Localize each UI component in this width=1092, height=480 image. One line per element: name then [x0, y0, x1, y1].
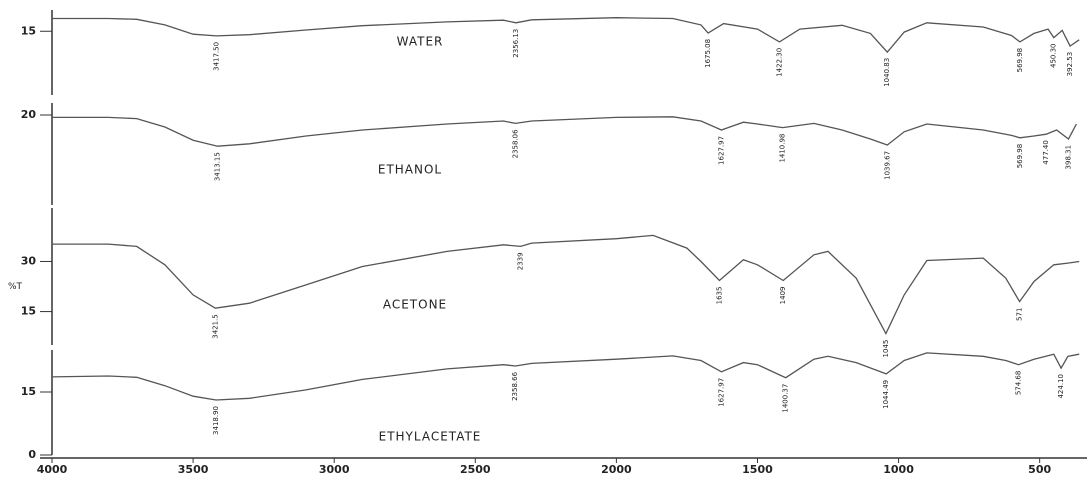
- peak-label: 1045: [882, 340, 890, 358]
- x-tick-label: 3500: [178, 463, 209, 476]
- x-tick-label: 3000: [319, 463, 350, 476]
- y-tick-label: 30: [21, 254, 37, 267]
- peak-label: 569.98: [1016, 144, 1024, 169]
- y-tick-label: 15: [21, 305, 36, 318]
- peak-label: 571: [1016, 308, 1024, 321]
- x-tick-label: 500: [1028, 463, 1051, 476]
- y-tick-label: 15: [21, 24, 36, 37]
- peak-label: 477.40: [1042, 140, 1050, 165]
- peak-label: 3421.5: [211, 314, 219, 339]
- peak-label: 1422.30: [775, 48, 783, 77]
- peak-label: 569.98: [1016, 48, 1024, 72]
- peak-label: 1044.49: [882, 380, 890, 409]
- x-tick-label: 2000: [601, 463, 632, 476]
- y-axis-label: %T: [8, 282, 23, 292]
- peak-label: 424.10: [1057, 374, 1065, 399]
- peak-label: 2358.66: [511, 371, 519, 400]
- spectrum-title: ACETONE: [383, 298, 447, 312]
- peak-label: 1040.83: [883, 58, 891, 87]
- peak-label: 398.31: [1064, 145, 1072, 170]
- peak-label: 1039.67: [883, 151, 891, 180]
- peak-label: 2358.06: [511, 129, 519, 158]
- peak-label: 3413.15: [214, 152, 222, 181]
- peak-label: 1627.97: [717, 136, 725, 165]
- peak-label: 450.30: [1050, 43, 1058, 67]
- peak-label: 1409: [779, 287, 787, 305]
- peak-label: 3418.90: [212, 406, 220, 435]
- spectrum-line: [52, 116, 1077, 147]
- peak-label: 2356.13: [512, 29, 520, 58]
- spectrum-line: [51, 352, 1080, 401]
- peak-label: 1627.97: [717, 378, 725, 407]
- y-tick-label: 20: [21, 108, 37, 121]
- x-tick-label: 2500: [460, 463, 491, 476]
- y-tick-label: 15: [21, 385, 36, 398]
- x-tick-label: 1000: [883, 463, 914, 476]
- peak-label: 3417.50: [212, 42, 220, 71]
- x-tick-label: 4000: [37, 463, 68, 476]
- spectrum-title: ETHANOL: [378, 163, 442, 177]
- peak-label: 1675.08: [704, 39, 712, 68]
- spectrum-title: ETHYLACETATE: [379, 430, 482, 444]
- peak-label: 1400.37: [782, 384, 790, 413]
- peak-label: 392.53: [1066, 52, 1074, 77]
- x-tick-label: 1500: [742, 463, 773, 476]
- spectrum-line: [52, 234, 1080, 336]
- peak-label: 1635: [715, 287, 723, 305]
- peak-label: 2339: [517, 252, 525, 270]
- peak-label: 1410.98: [779, 134, 787, 163]
- spectrum-line: [52, 17, 1080, 54]
- y-tick-label: 0: [28, 448, 36, 461]
- peak-label: 574.68: [1015, 371, 1023, 396]
- spectrum-title: WATER: [397, 35, 444, 49]
